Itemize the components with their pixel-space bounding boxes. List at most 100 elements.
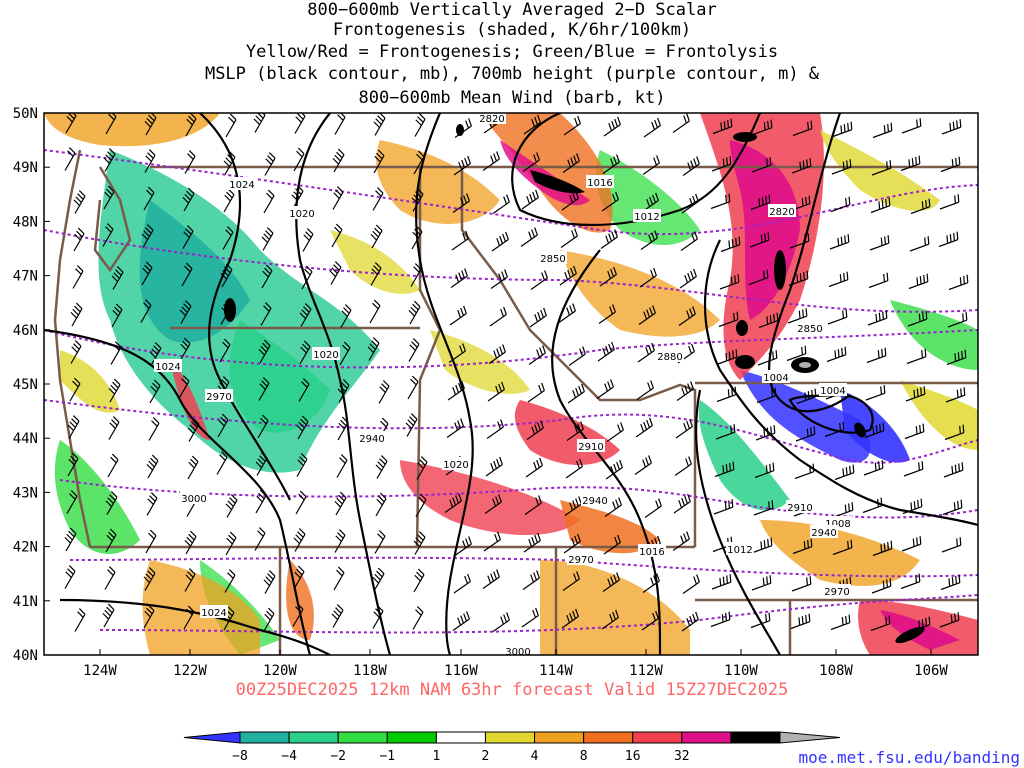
wind-barb: [938, 231, 959, 248]
wind-barb: [636, 380, 654, 400]
svg-text:1004: 1004: [820, 386, 845, 397]
wind-barb: [712, 118, 733, 135]
colorbar-segment: [730, 731, 781, 744]
wind-barb: [635, 417, 653, 438]
wind-barb: [485, 456, 503, 477]
wind-barb: [367, 337, 380, 361]
wind-barb: [187, 455, 199, 480]
wind-barb: [643, 117, 661, 138]
wind-barb: [295, 490, 307, 515]
wind-barb: [525, 457, 543, 478]
wind-barb: [261, 264, 273, 289]
wind-barb: [521, 607, 539, 628]
wind-barb: [749, 232, 770, 248]
wind-barb: [140, 299, 152, 323]
lat-label: 45N: [13, 377, 38, 393]
wind-barb: [217, 413, 229, 438]
wind-barb: [601, 191, 619, 212]
wind-barb: [564, 496, 582, 516]
wind-barb: [523, 114, 541, 135]
wind-barb: [70, 302, 83, 327]
wind-barb: [219, 338, 231, 363]
wind-barb: [258, 339, 271, 364]
wind-barb: [263, 570, 276, 594]
svg-text:2850: 2850: [540, 254, 565, 265]
wind-barb: [70, 340, 82, 364]
wind-barb: [450, 268, 468, 288]
wind-barb: [73, 190, 86, 214]
wind-barb: [902, 498, 923, 515]
wind-barb: [143, 186, 155, 211]
credit-link[interactable]: moe.met.fsu.edu/banding: [798, 748, 1020, 767]
wind-barb: [224, 569, 236, 593]
wind-barb: [640, 230, 658, 250]
lon-label: 118W: [353, 663, 387, 679]
wind-barb: [220, 263, 233, 288]
wind-barb: [372, 187, 384, 211]
wind-barb: [108, 378, 121, 403]
mslp-label: 1004: [819, 383, 847, 397]
height-label: 2880: [656, 349, 684, 363]
svg-text:2940: 2940: [359, 434, 384, 445]
wind-barb: [866, 347, 887, 364]
wind-barb: [720, 236, 741, 253]
wind-barb: [871, 578, 892, 594]
wind-barb: [333, 566, 345, 591]
wind-barb: [679, 268, 697, 289]
wind-barb: [828, 271, 849, 288]
wind-barb: [103, 185, 115, 210]
political-borders: [53, 149, 978, 655]
wind-barb: [407, 375, 419, 400]
wind-barb: [73, 227, 85, 252]
wind-barb: [561, 608, 579, 629]
height-label: 2940: [810, 525, 838, 539]
wind-barb: [405, 413, 418, 437]
svg-text:1020: 1020: [289, 209, 314, 220]
mslp-label: 1004: [762, 370, 790, 384]
wind-barb: [482, 569, 500, 589]
wind-barb: [602, 154, 620, 174]
wind-barb: [375, 455, 388, 479]
wind-barb: [487, 381, 505, 402]
latitude-axis: 50N 49N 48N 47N 46N 45N 44N 43N 42N 41N 40N: [13, 106, 50, 664]
wind-barb: [529, 307, 547, 328]
wind-barb: [941, 537, 962, 553]
wind-barb: [639, 267, 657, 288]
height-label: 2820: [768, 204, 796, 218]
colorbar-label: 4: [531, 749, 539, 764]
wind-barb: [74, 608, 86, 632]
wind-barb: [301, 265, 313, 290]
wind-barb: [717, 349, 738, 365]
map-title-line-5: 800−600mb Mean Wind (barb, kt): [358, 88, 666, 108]
colorbar-label: −1: [379, 749, 395, 764]
wind-barb: [946, 349, 967, 366]
wind-barb: [104, 566, 116, 590]
wind-barb: [69, 377, 81, 402]
wind-barb: [105, 491, 118, 515]
wind-barb: [750, 612, 771, 629]
lon-label: 120W: [263, 663, 297, 679]
wind-barb: [107, 453, 119, 478]
wind-barb: [939, 612, 960, 628]
wind-barb: [559, 265, 577, 286]
mslp-label: 1024: [228, 177, 256, 191]
svg-text:1008: 1008: [825, 519, 850, 530]
wind-barb: [185, 113, 197, 137]
mslp-label: 1020: [288, 206, 316, 220]
wind-barb: [482, 151, 500, 171]
colorbar-right-arrow: [779, 731, 841, 744]
wind-barb: [331, 223, 343, 248]
wind-barb: [791, 158, 812, 174]
wind-barb: [682, 156, 700, 176]
wind-barb: [604, 497, 622, 517]
wind-barb: [940, 574, 961, 591]
height-contour-labels: 2820 2850 2820 2850 2880 2970 2940 2910 2940 3000…: [180, 111, 851, 658]
height-label: 2850: [539, 251, 567, 265]
lon-label: 114W: [539, 663, 573, 679]
wind-barb: [791, 576, 812, 592]
wind-barb: [867, 310, 888, 326]
wind-barb: [179, 300, 192, 324]
wind-barb: [64, 565, 76, 589]
wind-barb: [711, 156, 732, 172]
wind-barb: [682, 574, 700, 594]
